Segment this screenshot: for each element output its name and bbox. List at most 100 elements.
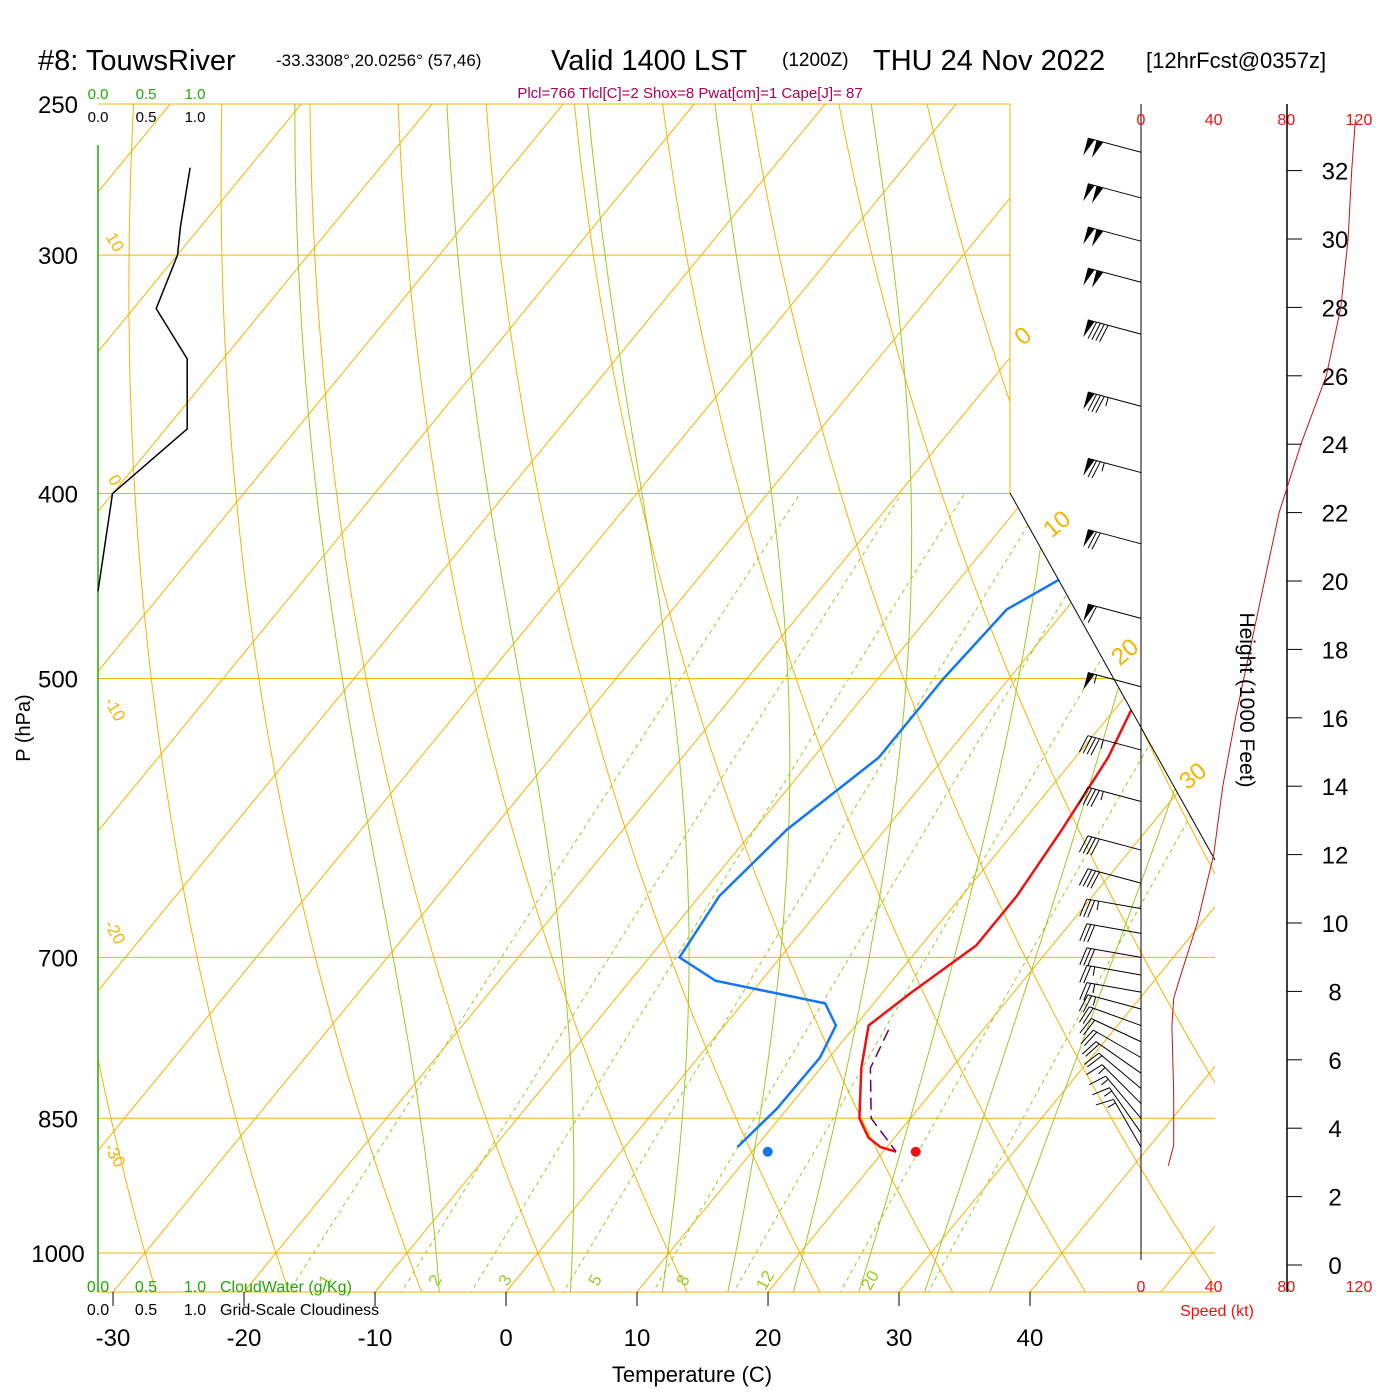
wind-speed-tick-label: 0 [1137,112,1146,129]
wind-barb-flag [1099,325,1109,342]
surface-temperature-marker [910,1146,921,1157]
wind-speed-tick-label: 120 [1346,112,1373,129]
dry-adiabat-line [570,104,959,1292]
surface-dewpoint-marker [762,1146,773,1157]
pressure-tick-label: 850 [38,1106,78,1133]
moist-adiabat-line [792,104,913,1292]
wind-barb-pennant [1083,183,1095,202]
wind-barb [1086,1064,1142,1104]
wind-barb-pennant [1091,229,1104,247]
mixing-ratio-line [465,493,966,1292]
wind-barb-staff [1087,672,1142,688]
wind-barb-pennant [1083,604,1095,622]
wind-barb-staff [1095,1041,1142,1074]
mixing-ratio-line [727,493,1201,1292]
height-tick-label: 28 [1322,295,1349,322]
height-tick-label: 16 [1322,706,1349,733]
wind-barb-half-flag [1092,966,1096,976]
height-tick-label: 22 [1322,501,1349,528]
wind-barb-flag [1095,1098,1114,1106]
isotherm-line [98,104,826,1292]
wind-barb [1089,1075,1142,1119]
wind-barb [1078,735,1142,756]
dry-adiabat-label: -20 [100,917,129,948]
wind-barb [1083,672,1142,690]
mixing-ratio-line [395,493,903,1292]
moist-adiabat-line [989,104,1215,1292]
wind-barb [1083,391,1142,413]
wind-barb-staff [1086,898,1142,910]
zulu-time: (1200Z) [782,50,849,71]
wind-barb [1083,529,1142,550]
cloudiness-tick-label: 0.5 [136,109,157,126]
cloudwater-tick-label: 0.5 [136,86,157,103]
height-tick-label: 2 [1328,1185,1341,1212]
mixing-ratio-label: 8 [673,1271,694,1289]
height-tick-label: 0 [1328,1253,1341,1280]
wind-barb-flag [1078,1006,1090,1023]
mixing-ratio-line [922,493,1215,1292]
right-adiabat-label: 0 [1009,322,1037,351]
wind-barb [1092,1087,1142,1134]
wind-barb-flag [1083,1052,1100,1065]
moist-adiabat-line [923,104,1215,1292]
temperature-tick-label: 20 [755,1325,782,1352]
wind-barb-flag [1083,965,1092,984]
right-adiabat-label: 20 [1106,633,1144,671]
wind-barb-staff [1087,786,1142,802]
wind-barb-flag [1087,924,1096,943]
mixing-ratio-line [834,493,1215,1292]
isotherm-line [98,104,433,1292]
wind-barb-flag [1087,531,1098,549]
mixing-ratio-label: 3 [495,1271,516,1289]
wind-barb-pennant [1091,186,1104,204]
temperature-tick-label: -10 [358,1325,393,1352]
height-tick-label: 4 [1328,1116,1341,1143]
wind-barb-flag [1078,735,1089,753]
tropopause-boundary [1009,492,1216,861]
wind-barb-flag [1080,1029,1094,1045]
wind-barb [1083,267,1142,288]
wind-barb-flag [1087,949,1096,967]
wind-barb-flag [1086,1055,1103,1068]
cloudiness-tick-label: 0.5 [135,1302,157,1319]
wind-barb-flag [1091,461,1101,479]
dry-adiabat-line [832,104,1215,1292]
height-tick-label: 10 [1322,911,1349,938]
wind-speed-profile-line [1167,119,1356,1166]
moist-adiabat-line [584,104,690,1292]
wind-barb-flag [1082,1007,1094,1024]
parcel-trace-line [869,1029,897,1153]
dry-adiabat-line [396,104,693,1292]
wind-barb [1083,183,1142,204]
height-tick-label: 24 [1322,432,1349,459]
wind-barb-flag [1084,1031,1098,1047]
wind-barb-flag [1082,836,1093,854]
wind-barb [1078,994,1142,1013]
isotherm-line [767,104,1215,1292]
isotherm-line [1160,104,1215,1292]
right-adiabat-label: 30 [1174,757,1212,795]
wind-barb-flag [1095,324,1105,341]
wind-barb-half-flag [1096,901,1100,911]
height-tick-label: 14 [1322,774,1349,801]
wind-barb-flag [1091,532,1101,550]
wind-speed-tick-label: 40 [1205,112,1223,129]
wind-barb [1079,982,1142,1001]
cloudiness-tick-label: 0.0 [87,1302,109,1319]
cloudiness-tick-label: 1.0 [184,1302,206,1319]
wind-barb-half-flag [1092,996,1097,1006]
wind-barb-pennant [1083,672,1095,690]
moist-adiabat-line [444,104,575,1292]
wind-barb [1079,964,1142,984]
wind-barb [1083,457,1142,479]
skew-t-plot-area [98,104,1400,1292]
cloudiness-profile-line [97,167,191,592]
wind-barb-flag [1086,737,1097,755]
dry-adiabat-label: -10 [100,694,129,725]
wind-barb-flag [1083,1019,1096,1036]
wind-speed-axis-title: Speed (kt) [1180,1303,1254,1320]
isotherm-line [1292,104,1400,1292]
height-tick-label: 30 [1322,227,1349,254]
